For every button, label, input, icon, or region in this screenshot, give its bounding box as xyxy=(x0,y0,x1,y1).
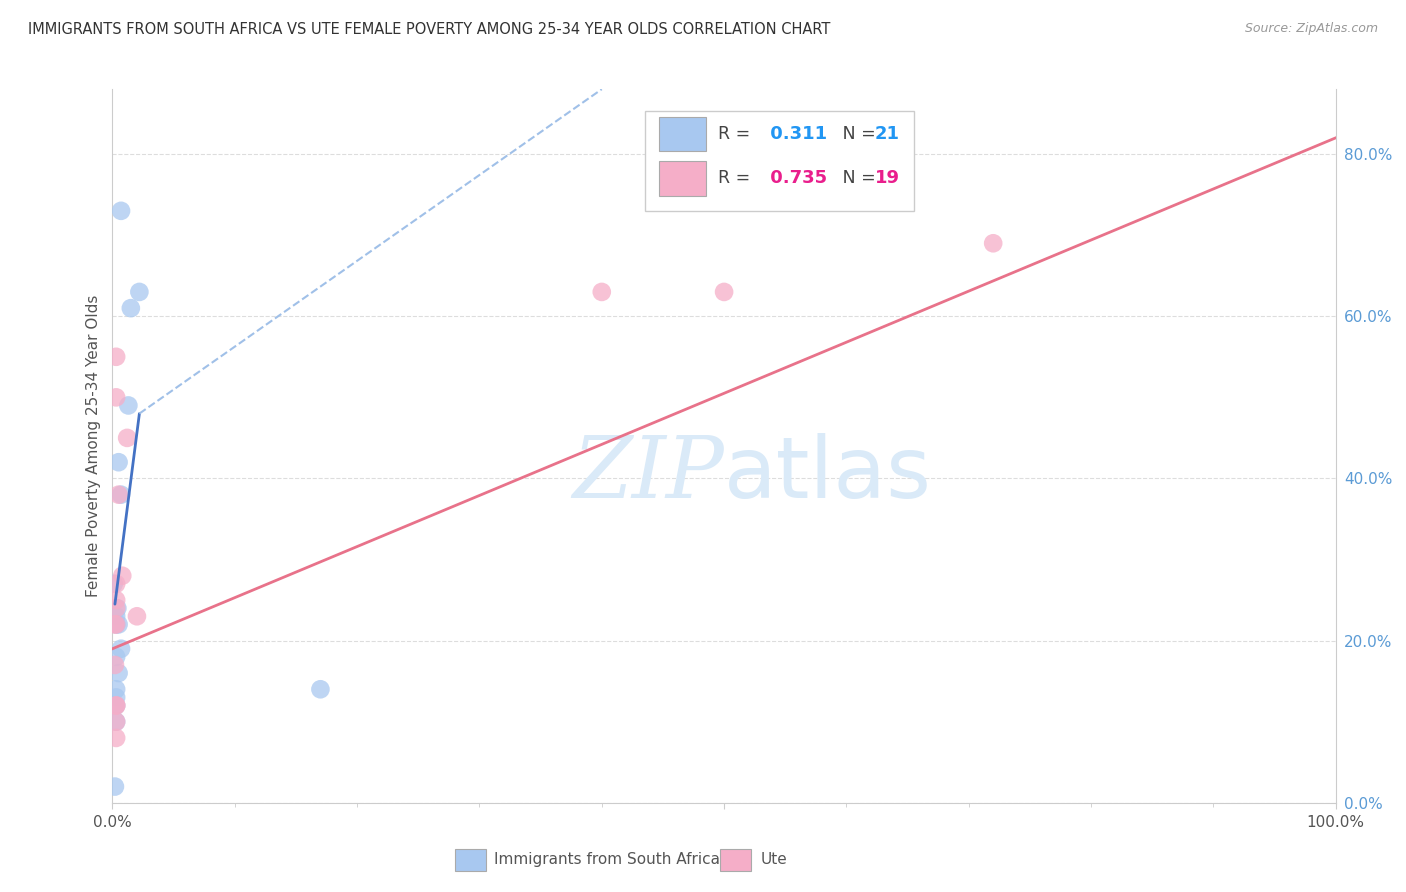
Point xyxy=(105,601,128,615)
Text: ZIP: ZIP xyxy=(572,434,724,516)
Point xyxy=(105,682,128,697)
Point xyxy=(105,617,128,632)
Text: 0.311: 0.311 xyxy=(765,125,828,143)
Point xyxy=(104,657,127,672)
Point xyxy=(105,698,128,713)
Text: 21: 21 xyxy=(875,125,900,143)
Bar xyxy=(456,849,485,871)
Point xyxy=(107,488,129,502)
Point xyxy=(105,593,128,607)
Point xyxy=(105,649,128,664)
Point xyxy=(111,568,134,582)
Point xyxy=(115,431,138,445)
Bar xyxy=(720,849,751,871)
Text: N =: N = xyxy=(825,169,882,187)
Point xyxy=(105,601,128,615)
Point xyxy=(110,488,132,502)
Point xyxy=(105,731,128,745)
Text: Ute: Ute xyxy=(761,853,787,867)
Point xyxy=(120,301,142,315)
Point xyxy=(128,285,150,299)
Point xyxy=(309,682,332,697)
Point xyxy=(713,285,735,299)
Point xyxy=(107,455,129,469)
FancyBboxPatch shape xyxy=(644,111,914,211)
Bar xyxy=(659,161,706,195)
Point xyxy=(104,780,127,794)
Text: Immigrants from South Africa: Immigrants from South Africa xyxy=(494,853,720,867)
Point xyxy=(104,617,127,632)
Point xyxy=(117,399,139,413)
Point xyxy=(105,350,128,364)
Text: Source: ZipAtlas.com: Source: ZipAtlas.com xyxy=(1244,22,1378,36)
Point xyxy=(107,666,129,681)
Point xyxy=(104,698,127,713)
Point xyxy=(107,617,129,632)
Point xyxy=(110,203,132,218)
Text: atlas: atlas xyxy=(724,433,932,516)
Point xyxy=(105,390,128,404)
Point xyxy=(105,690,128,705)
Point xyxy=(105,577,128,591)
Text: R =: R = xyxy=(718,169,755,187)
Point xyxy=(103,577,125,591)
Point xyxy=(105,609,128,624)
Text: N =: N = xyxy=(825,125,882,143)
Text: R =: R = xyxy=(718,125,755,143)
Y-axis label: Female Poverty Among 25-34 Year Olds: Female Poverty Among 25-34 Year Olds xyxy=(86,295,101,597)
Point xyxy=(591,285,613,299)
Point xyxy=(105,714,128,729)
Point xyxy=(981,236,1004,251)
Text: IMMIGRANTS FROM SOUTH AFRICA VS UTE FEMALE POVERTY AMONG 25-34 YEAR OLDS CORRELA: IMMIGRANTS FROM SOUTH AFRICA VS UTE FEMA… xyxy=(28,22,831,37)
Text: 19: 19 xyxy=(875,169,900,187)
Point xyxy=(105,714,128,729)
Text: 0.735: 0.735 xyxy=(765,169,828,187)
Point xyxy=(105,617,128,632)
Point xyxy=(105,698,128,713)
Bar xyxy=(659,117,706,152)
Point xyxy=(105,698,128,713)
Point xyxy=(125,609,148,624)
Point xyxy=(110,641,132,656)
